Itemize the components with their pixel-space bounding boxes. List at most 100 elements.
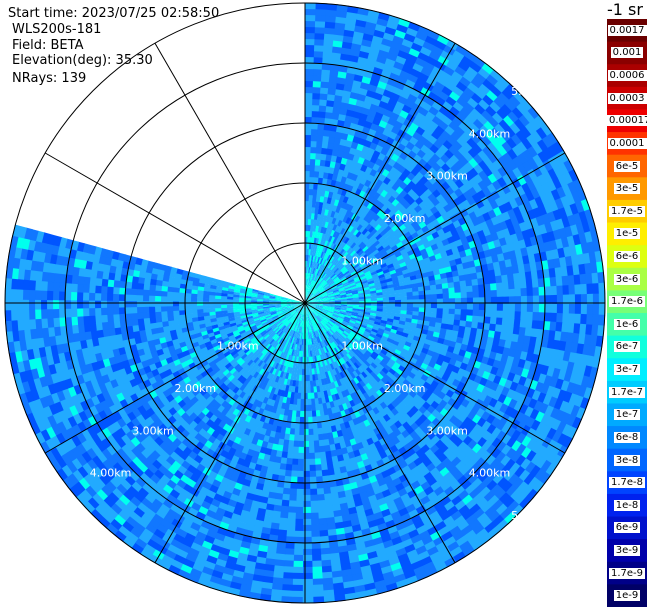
data-cell: [574, 314, 581, 325]
data-cell: [425, 304, 432, 309]
data-cell: [312, 584, 323, 591]
data-cell: [298, 447, 304, 454]
data-cell: [580, 284, 587, 295]
data-cell: [293, 441, 299, 448]
data-cell: [443, 293, 450, 299]
data-cell: [321, 464, 328, 471]
data-cell: [319, 99, 327, 106]
data-cell: [508, 281, 515, 290]
data-cell: [302, 591, 313, 598]
data-cell: [296, 405, 300, 412]
data-cell: [286, 458, 293, 465]
data-cell: [293, 567, 303, 574]
data-cell: [303, 459, 309, 466]
data-cell: [292, 453, 298, 460]
data-cell: [407, 296, 414, 300]
data-cell: [302, 561, 312, 568]
data-cell: [365, 303, 372, 306]
data-cell: [389, 294, 396, 298]
data-cell: [302, 585, 313, 592]
data-cell: [305, 195, 309, 202]
data-cell: [485, 304, 492, 311]
data-cell: [299, 429, 304, 436]
data-cell: [305, 171, 310, 178]
data-cell: [389, 297, 396, 301]
data-cell: [395, 293, 402, 297]
data-cell: [315, 464, 322, 471]
data-cell: [520, 319, 527, 328]
data-cell: [289, 488, 297, 495]
data-cell: [291, 465, 298, 472]
data-cell: [310, 387, 314, 394]
data-cell: [311, 405, 316, 412]
data-cell: [568, 313, 575, 324]
data-cell: [298, 453, 304, 460]
data-cell: [294, 429, 299, 436]
data-cell: [473, 291, 480, 298]
data-cell: [303, 531, 312, 538]
data-cell: [305, 177, 310, 184]
data-cell: [551, 304, 558, 314]
data-cell: [503, 289, 510, 297]
data-cell: [282, 584, 293, 591]
data-cell: [461, 304, 468, 310]
data-cell: [502, 318, 509, 326]
data-cell: [305, 81, 314, 88]
data-cell: [303, 471, 310, 478]
data-cell: [320, 458, 327, 465]
data-cell: [317, 129, 324, 136]
data-cell: [312, 578, 323, 585]
data-cell: [302, 363, 305, 370]
data-cell: [311, 117, 318, 124]
data-cell: [296, 489, 303, 496]
data-cell: [407, 307, 414, 311]
data-cell: [581, 304, 588, 315]
data-cell: [314, 446, 320, 453]
data-cell: [383, 303, 390, 306]
data-cell: [282, 488, 290, 495]
data-cell: [315, 15, 326, 22]
data-cell: [295, 525, 304, 532]
data-cell: [304, 441, 310, 448]
data-cell: [303, 483, 310, 490]
data-cell: [290, 482, 297, 489]
data-cell: [298, 459, 304, 466]
data-cell: [544, 286, 551, 296]
data-cell: [437, 294, 444, 300]
data-cell: [314, 39, 324, 46]
data-cell: [308, 423, 313, 430]
data-cell: [472, 285, 479, 292]
data-cell: [321, 566, 332, 573]
data-cell: [455, 309, 462, 315]
data-cell: [592, 283, 599, 294]
data-cell: [315, 27, 326, 34]
data-cell: [304, 429, 309, 436]
data-cell: [316, 141, 323, 148]
data-cell: [365, 299, 372, 302]
data-cell: [312, 590, 323, 597]
data-cell: [310, 483, 317, 490]
data-cell: [544, 313, 551, 323]
data-cell: [431, 294, 438, 299]
data-cell: [449, 293, 456, 299]
data-cell: [502, 311, 509, 319]
data-cell: [308, 435, 314, 442]
data-cell: [527, 304, 534, 313]
data-cell: [305, 87, 313, 94]
data-cell: [303, 453, 309, 460]
data-cell: [314, 51, 324, 58]
data-cell: [292, 573, 303, 580]
data-cell: [460, 286, 467, 293]
data-cell: [314, 45, 324, 52]
data-cell: [310, 171, 315, 178]
data-cell: [526, 279, 533, 288]
data-cell: [308, 411, 313, 418]
data-cell: [302, 579, 313, 586]
data-cell: [318, 512, 327, 519]
data-cell: [282, 578, 293, 585]
data-cell: [314, 440, 320, 447]
data-cell: [302, 549, 312, 556]
data-cell: [431, 308, 438, 313]
data-cell: [295, 423, 300, 430]
